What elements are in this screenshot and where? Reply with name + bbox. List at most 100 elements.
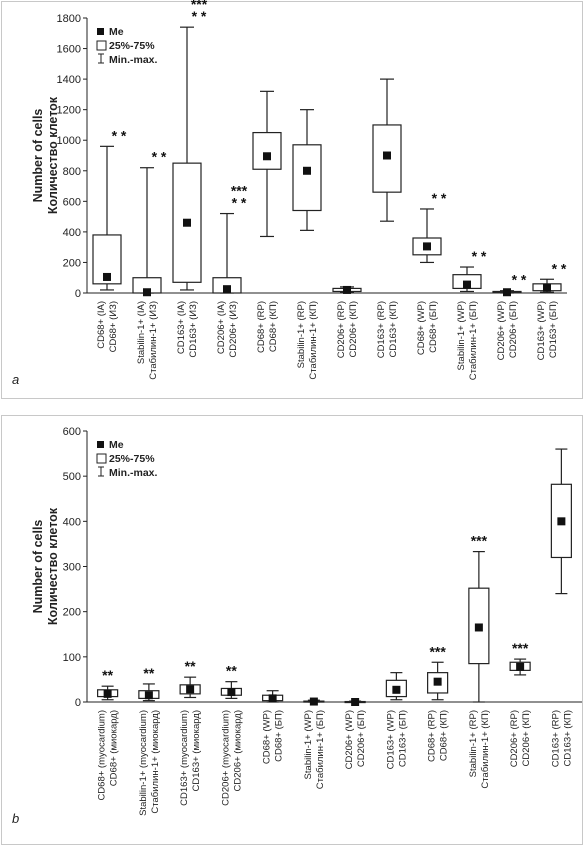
category-label-ru: CD206+ (миокард) bbox=[232, 710, 243, 791]
y-tick-label: 0 bbox=[75, 697, 81, 709]
y-tick-label: 400 bbox=[63, 516, 81, 528]
y-axis-label-en: Number of cells bbox=[31, 520, 45, 614]
y-axis-label-ru: Количество клеток bbox=[46, 507, 60, 625]
category-label-ru: CD163+ (БП) bbox=[397, 710, 408, 767]
y-tick-label: 300 bbox=[63, 562, 81, 574]
median-marker bbox=[263, 152, 271, 161]
median-marker bbox=[268, 694, 277, 703]
category-label-ru: CD163+ (миокард) bbox=[191, 710, 202, 791]
category-label-en: CD163+ (myocardium) bbox=[179, 710, 190, 806]
significance-mark: *** bbox=[191, 0, 208, 12]
median-marker bbox=[303, 166, 311, 175]
category-label-ru: CD68+ (БП) bbox=[428, 301, 439, 353]
category-label-ru: Стабилин-1+ (ИЗ) bbox=[148, 301, 159, 380]
category-label-en: CD163+ (WP) bbox=[536, 301, 547, 360]
y-tick-label: 1600 bbox=[57, 44, 81, 56]
category-label-ru: CD206+ (КП) bbox=[521, 710, 532, 766]
y-tick-label: 1400 bbox=[57, 74, 81, 86]
median-marker bbox=[503, 288, 511, 297]
category-label-ru: CD68+ (КП) bbox=[268, 301, 279, 352]
y-axis-label-en: Number of cells bbox=[31, 109, 45, 203]
category-label-ru: Стабилин-1+ (БП) bbox=[315, 710, 326, 789]
chart-b-svg: 0 100 200 300 400 500 600 Number of cells Количе… bbox=[31, 426, 582, 816]
y-tick-label: 100 bbox=[63, 652, 81, 664]
iqr-box bbox=[292, 144, 322, 212]
category-label-ru: Стабилин-1+ (БП) bbox=[468, 301, 479, 380]
category-label-en: CD163+ (RP) bbox=[550, 710, 561, 767]
legend-whisker-label: Min.-max. bbox=[109, 467, 158, 479]
category-label-en: CD163+ (WP) bbox=[385, 710, 396, 769]
panel-letter-b: b bbox=[12, 811, 20, 826]
significance-mark: *** bbox=[512, 640, 529, 656]
significance-mark: * * bbox=[152, 149, 167, 165]
median-marker bbox=[223, 285, 231, 294]
y-tick-label: 1000 bbox=[57, 135, 81, 147]
legend-box-marker bbox=[96, 453, 107, 464]
category-label-ru: CD163+ (КП) bbox=[388, 301, 399, 357]
category-label-en: CD206+ (IA) bbox=[216, 301, 227, 354]
significance-mark: ** bbox=[226, 663, 237, 679]
y-tick-label: 200 bbox=[63, 257, 81, 269]
category-label-en: CD68+ (WP) bbox=[416, 301, 427, 355]
y-tick-label: 200 bbox=[63, 607, 81, 619]
category-label-en: CD206+ (RP) bbox=[509, 710, 520, 767]
significance-mark: ** bbox=[102, 667, 113, 683]
legend-median-marker bbox=[97, 441, 104, 448]
median-marker bbox=[423, 242, 431, 251]
category-label-en: Stabilin-1+ (myocardium) bbox=[138, 710, 149, 816]
significance-mark: * * bbox=[432, 190, 447, 206]
legend-median-marker bbox=[97, 28, 104, 35]
median-marker bbox=[143, 288, 151, 297]
y-tick-label: 0 bbox=[75, 288, 81, 300]
category-label-en: CD68+ (myocardium) bbox=[97, 710, 108, 801]
median-marker bbox=[392, 685, 401, 694]
category-label-en: CD68+ (RP) bbox=[256, 301, 267, 353]
category-label-ru: Стабилин-1+ (КП) bbox=[308, 301, 319, 380]
category-label-en: CD68+ (RP) bbox=[427, 710, 438, 762]
legend-box-marker bbox=[96, 40, 107, 51]
chart-panel-b: 0 100 200 300 400 500 600 Number of cells Количе… bbox=[1, 415, 583, 845]
category-label-en: CD68+ (WP) bbox=[262, 710, 273, 764]
category-label-en: Stabilin-1+ (WP) bbox=[303, 710, 314, 779]
median-marker bbox=[474, 623, 483, 632]
y-tick-label: 500 bbox=[63, 471, 81, 483]
median-marker bbox=[557, 517, 566, 526]
y-tick-label: 600 bbox=[63, 196, 81, 208]
category-label-en: CD206+ (myocardium) bbox=[220, 710, 231, 806]
category-label-en: Stabilin-1+ (IA) bbox=[136, 301, 147, 364]
chart-panel-a: 0 200 400 600 800 1000 1200 1400 1600 1800 Number … bbox=[1, 0, 583, 399]
category-label-en: CD68+ (IA) bbox=[96, 301, 107, 349]
category-label-ru: Стабилин-1+ (КП) bbox=[480, 710, 491, 789]
category-label-en: Stabilin-1+ (WP) bbox=[456, 301, 467, 370]
category-label-ru: CD68+ (КП) bbox=[439, 710, 450, 761]
median-marker bbox=[183, 218, 191, 227]
category-label-ru: CD206+ (БП) bbox=[508, 301, 519, 358]
category-label-ru: CD68+ (ИЗ) bbox=[108, 301, 119, 352]
y-tick-label: 800 bbox=[63, 166, 81, 178]
median-marker bbox=[144, 691, 153, 700]
category-label-en: CD206+ (WP) bbox=[496, 301, 507, 360]
legend-median-label: Me bbox=[109, 439, 124, 451]
category-label-ru: CD163+ (БП) bbox=[548, 301, 559, 358]
category-label-en: CD163+ (IA) bbox=[176, 301, 187, 354]
category-label-en: CD206+ (WP) bbox=[344, 710, 355, 769]
significance-mark: * * bbox=[112, 127, 127, 143]
legend-box-label: 25%-75% bbox=[109, 453, 155, 465]
significance-mark: *** bbox=[429, 643, 446, 659]
y-tick-label: 1800 bbox=[57, 13, 81, 25]
panel-letter-a: a bbox=[12, 372, 20, 387]
median-marker bbox=[343, 285, 351, 294]
median-marker bbox=[103, 272, 111, 281]
significance-mark: *** bbox=[231, 183, 248, 199]
category-label-en: Stabilin-1+ (RP) bbox=[468, 710, 479, 777]
y-axis-label-ru: Количество клеток bbox=[46, 96, 60, 214]
median-marker bbox=[433, 677, 442, 686]
significance-mark: ** bbox=[143, 665, 154, 681]
median-marker bbox=[516, 662, 525, 671]
significance-mark: ** bbox=[185, 658, 196, 674]
median-marker bbox=[227, 688, 236, 697]
median-marker bbox=[351, 698, 360, 706]
significance-mark: * * bbox=[472, 248, 487, 264]
y-tick-label: 400 bbox=[63, 227, 81, 239]
category-label-ru: CD163+ (КП) bbox=[562, 710, 573, 766]
